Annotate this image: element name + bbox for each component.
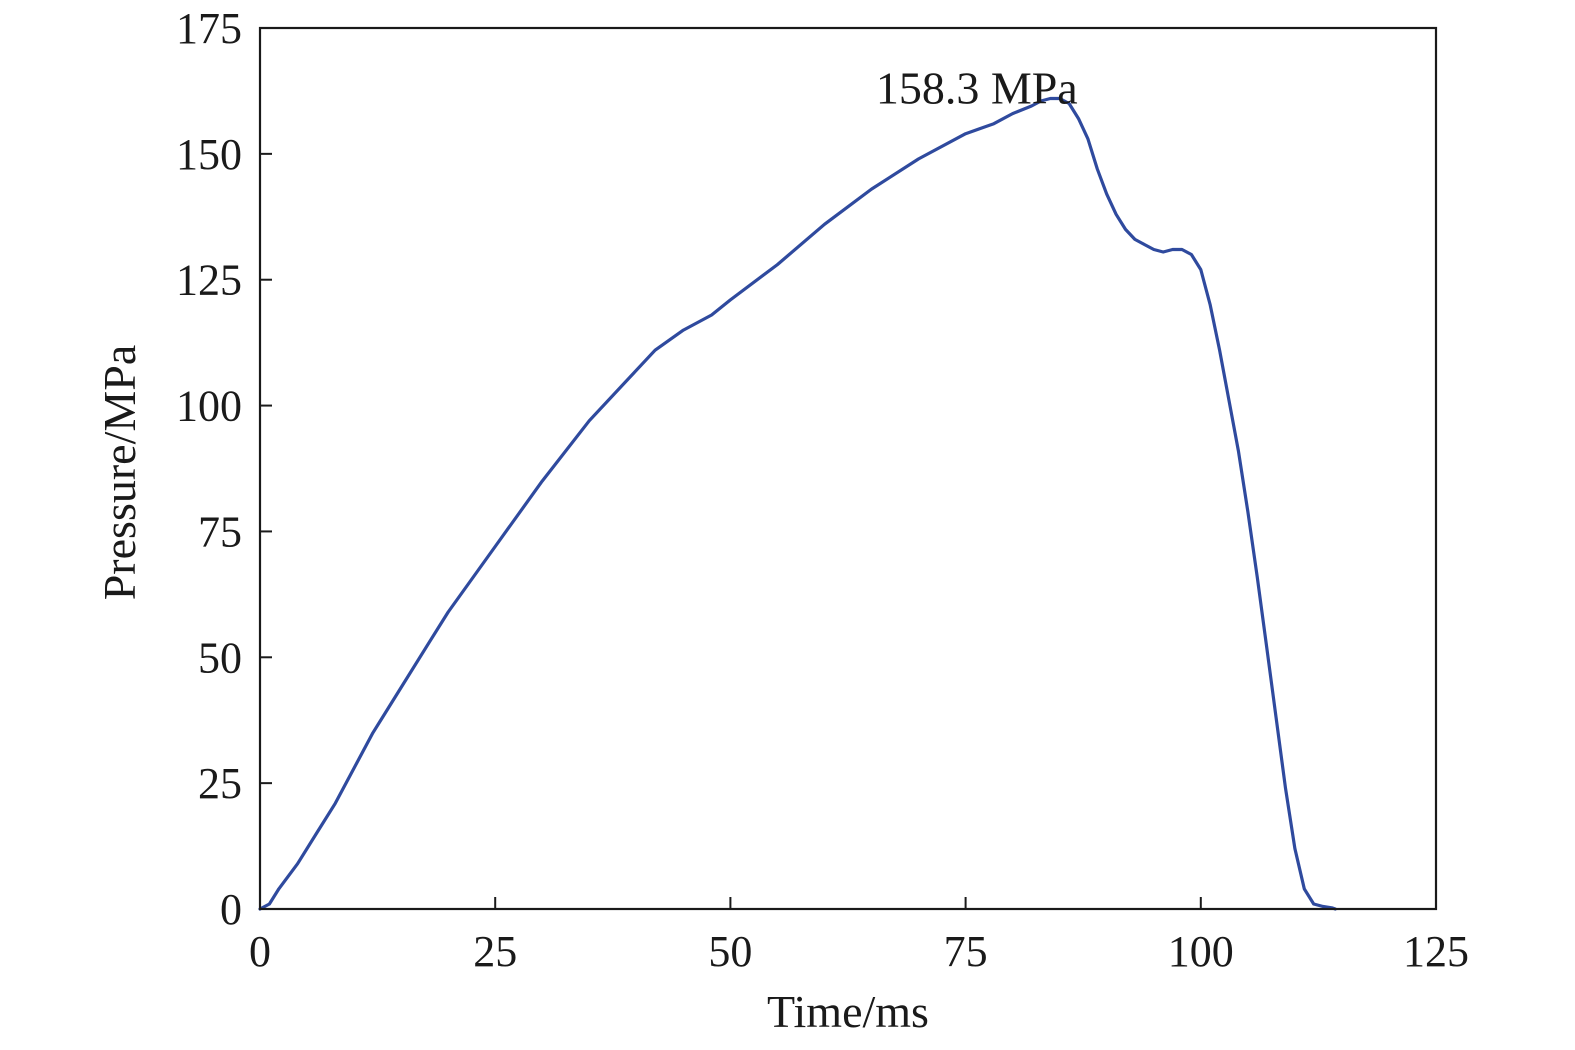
x-tick-label: 125 [1403, 927, 1469, 976]
x-axis-title: Time/ms [767, 986, 929, 1037]
y-tick-label: 50 [198, 633, 242, 682]
y-axis-ticks: 0 25 50 75 100 125 150 175 [176, 4, 272, 934]
y-tick-label: 125 [176, 256, 242, 305]
x-tick-label: 100 [1168, 927, 1234, 976]
x-tick-label: 0 [249, 927, 271, 976]
x-tick-label: 25 [473, 927, 517, 976]
plot-area-frame [258, 26, 1438, 911]
y-tick-label: 175 [176, 4, 242, 53]
y-tick-label: 25 [198, 759, 242, 808]
y-axis-title: Pressure/MPa [94, 345, 145, 601]
y-tick-label: 100 [176, 382, 242, 431]
y-tick-label: 0 [220, 885, 242, 934]
x-tick-label: 75 [944, 927, 988, 976]
pressure-series-line [258, 96, 1337, 911]
y-tick-label: 75 [198, 507, 242, 556]
x-axis-ticks: 0 25 50 75 100 125 [249, 897, 1469, 976]
peak-annotation: 158.3 MPa [876, 62, 1078, 113]
y-tick-label: 150 [176, 130, 242, 179]
x-tick-label: 50 [708, 927, 752, 976]
